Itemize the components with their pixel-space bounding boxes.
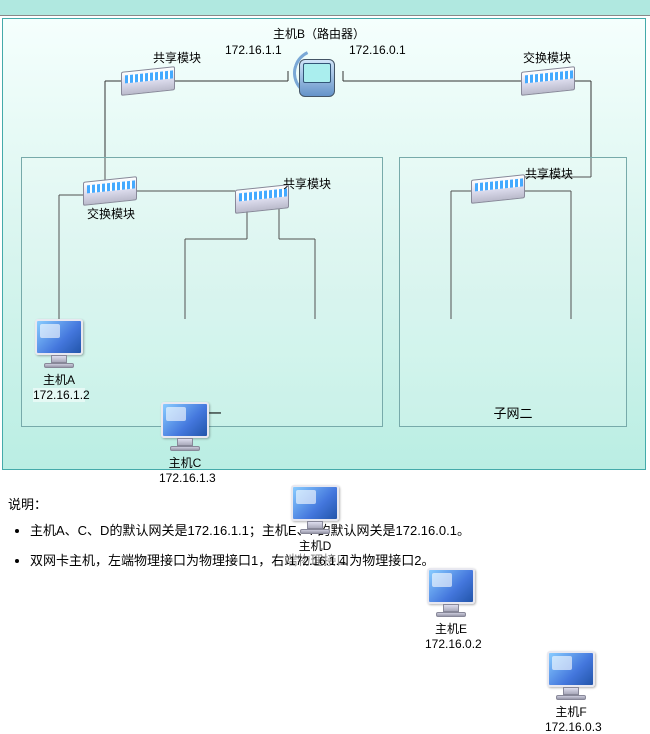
diagram-canvas: 主机B（路由器） 172.16.1.1 172.16.0.1 共享模块 交换模块… <box>2 18 646 470</box>
subnet1-share-switch-icon <box>235 187 289 211</box>
host-a-name: 主机A <box>33 371 85 388</box>
router-label: 主机B（路由器） <box>273 25 365 42</box>
host-e: 主机E 172.16.0.2 <box>425 568 477 651</box>
subnet2-share-label: 共享模块 <box>525 165 573 182</box>
top-share-switch-icon <box>121 69 175 93</box>
host-e-name: 主机E <box>425 620 477 637</box>
host-a: 主机A 172.16.1.2 <box>33 319 85 402</box>
top-switch-label: 交换模块 <box>523 49 571 66</box>
host-c: 主机C 172.16.1.3 <box>159 402 211 485</box>
subnet2-share-switch-icon <box>471 177 525 201</box>
host-d-name: 主机D <box>289 537 341 554</box>
host-d: 主机D 172.16.1.4 <box>289 485 341 568</box>
window-topbar <box>0 0 650 16</box>
host-c-ip: 172.16.1.3 <box>159 471 211 485</box>
host-a-ip: 172.16.1.2 <box>33 388 85 402</box>
top-exchange-switch-icon <box>521 69 575 93</box>
subnet1-exchange-switch-icon <box>83 179 137 203</box>
subnet1-switch-label: 交换模块 <box>87 205 135 222</box>
host-c-name: 主机C <box>159 454 211 471</box>
host-d-ip: 172.16.1.4 <box>289 554 341 568</box>
router-ip-right: 172.16.0.1 <box>349 43 406 57</box>
router-ip-left: 172.16.1.1 <box>225 43 282 57</box>
top-share-label: 共享模块 <box>153 49 201 66</box>
host-f: 主机F 172.16.0.3 <box>545 651 597 734</box>
subnet2-title: 子网二 <box>493 403 532 422</box>
subnet1-share-label: 共享模块 <box>283 175 331 192</box>
host-f-name: 主机F <box>545 703 597 720</box>
host-f-ip: 172.16.0.3 <box>545 720 597 734</box>
router-icon <box>289 49 345 103</box>
host-e-ip: 172.16.0.2 <box>425 637 477 651</box>
